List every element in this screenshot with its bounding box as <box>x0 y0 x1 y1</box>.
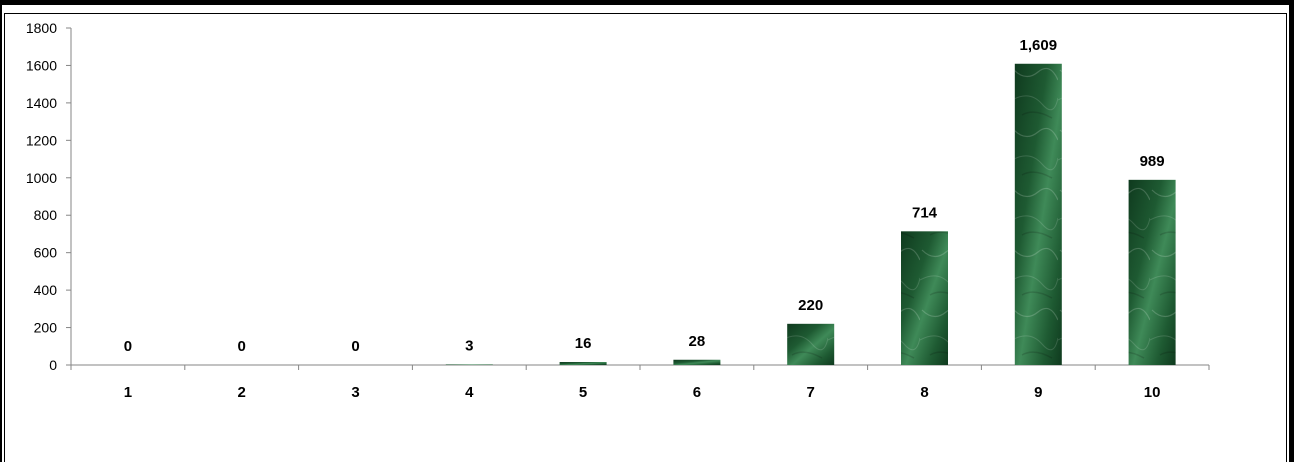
y-tick-label: 800 <box>34 207 58 223</box>
x-tick-label: 8 <box>920 384 928 401</box>
data-label: 28 <box>689 333 706 350</box>
x-tick-label: 9 <box>1034 384 1042 401</box>
y-tick-label: 600 <box>34 245 58 261</box>
y-tick-label: 1000 <box>26 170 57 186</box>
data-label: 714 <box>912 204 938 221</box>
x-tick-label: 3 <box>351 384 359 401</box>
bar-texture <box>559 362 607 365</box>
bar-texture <box>787 323 835 365</box>
bar-texture <box>1014 63 1062 365</box>
y-tick-label: 1800 <box>26 20 57 36</box>
chart-area-border <box>4 13 1287 462</box>
x-tick-label: 4 <box>465 384 474 401</box>
data-label: 1,609 <box>1020 37 1058 54</box>
x-tick-label: 10 <box>1144 384 1161 401</box>
data-label: 0 <box>351 338 359 355</box>
bar-texture <box>1128 179 1176 365</box>
x-tick-label: 2 <box>238 384 246 401</box>
data-label: 0 <box>238 338 246 355</box>
data-label: 16 <box>575 335 592 352</box>
data-label: 989 <box>1140 153 1165 170</box>
data-label: 3 <box>465 337 473 354</box>
y-tick-label: 0 <box>49 357 57 373</box>
data-label: 0 <box>124 338 132 355</box>
bar-texture <box>673 359 721 365</box>
y-tick-label: 1600 <box>26 57 57 73</box>
x-tick-label: 7 <box>807 384 815 401</box>
x-tick-label: 1 <box>124 384 132 401</box>
bar-texture <box>901 231 948 365</box>
bar-texture <box>445 364 493 365</box>
y-tick-label: 1200 <box>26 132 57 148</box>
bars <box>445 63 1176 365</box>
y-tick-label: 200 <box>34 320 58 336</box>
x-tick-label: 6 <box>693 384 701 401</box>
y-tick-label: 400 <box>34 282 58 298</box>
y-tick-label: 1400 <box>26 95 57 111</box>
data-label: 220 <box>798 297 823 314</box>
x-tick-label: 5 <box>579 384 587 401</box>
